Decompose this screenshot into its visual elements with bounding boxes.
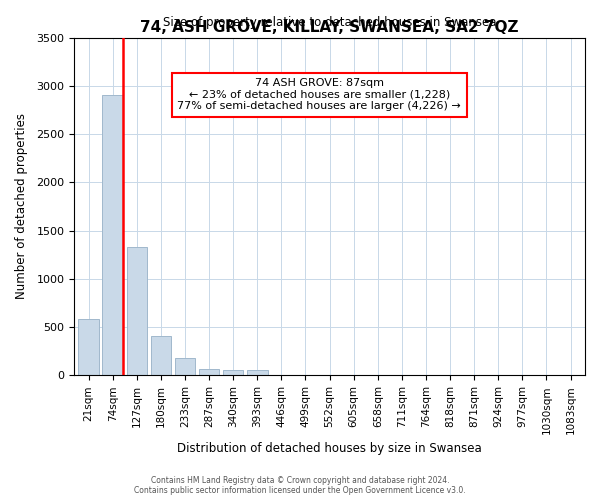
Text: Contains HM Land Registry data © Crown copyright and database right 2024.
Contai: Contains HM Land Registry data © Crown c… bbox=[134, 476, 466, 495]
Y-axis label: Number of detached properties: Number of detached properties bbox=[15, 114, 28, 300]
Bar bbox=[79, 320, 99, 376]
Title: 74, ASH GROVE, KILLAY, SWANSEA, SA2 7QZ: 74, ASH GROVE, KILLAY, SWANSEA, SA2 7QZ bbox=[140, 20, 519, 35]
Bar bbox=[127, 247, 147, 376]
Text: Size of property relative to detached houses in Swansea: Size of property relative to detached ho… bbox=[163, 16, 496, 29]
Bar bbox=[151, 336, 171, 376]
Bar bbox=[199, 369, 220, 376]
Bar bbox=[223, 370, 244, 376]
X-axis label: Distribution of detached houses by size in Swansea: Distribution of detached houses by size … bbox=[177, 442, 482, 455]
Text: 74 ASH GROVE: 87sqm
← 23% of detached houses are smaller (1,228)
77% of semi-det: 74 ASH GROVE: 87sqm ← 23% of detached ho… bbox=[178, 78, 461, 112]
Bar bbox=[103, 94, 123, 376]
Bar bbox=[247, 370, 268, 376]
Bar bbox=[175, 358, 195, 376]
